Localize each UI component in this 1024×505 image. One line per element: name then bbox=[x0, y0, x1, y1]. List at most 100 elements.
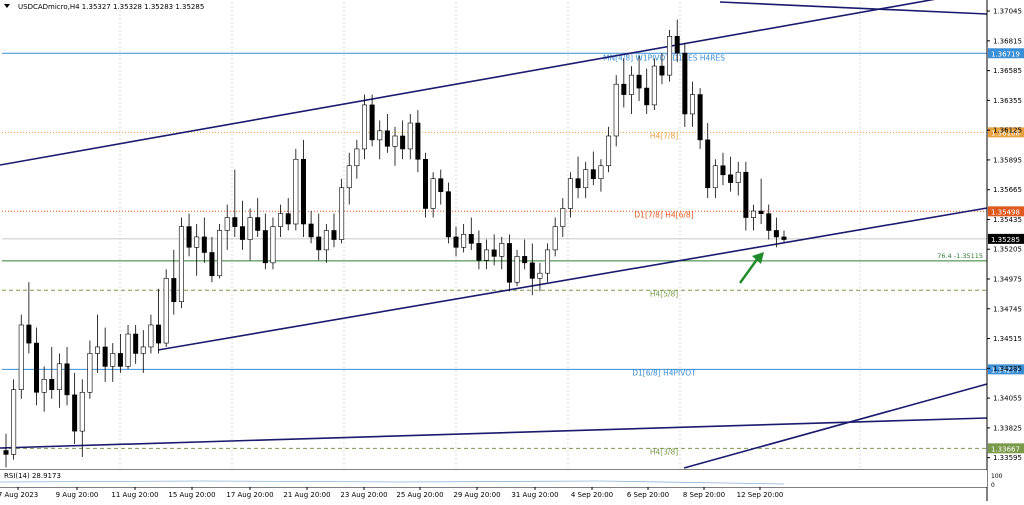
time-tick-label: 12 Sep 20:00 bbox=[737, 491, 784, 499]
time-tick-label: 21 Aug 20:00 bbox=[283, 491, 330, 499]
candle-body bbox=[148, 324, 154, 348]
candle-body bbox=[270, 226, 276, 264]
candle-body bbox=[468, 234, 474, 244]
candle-body bbox=[506, 243, 512, 283]
candle-body bbox=[72, 394, 78, 432]
price-label-text: 1.36108 bbox=[991, 129, 1020, 137]
candle-body bbox=[133, 333, 139, 354]
candle-body bbox=[514, 256, 520, 283]
candle-body bbox=[590, 169, 596, 179]
time-tick-label: 31 Aug 20:00 bbox=[511, 491, 558, 499]
candle-body bbox=[300, 158, 306, 225]
candle-body bbox=[560, 208, 566, 227]
candle-body bbox=[697, 94, 703, 141]
rsi-label: RSI(14) 28.9173 bbox=[4, 472, 61, 480]
time-tick-label: 25 Aug 20:00 bbox=[396, 491, 443, 499]
candle-body bbox=[354, 148, 360, 167]
candle-body bbox=[102, 346, 108, 367]
horizontal-levels: MN[4/8] W1PIVOT D1RES H4RES 1.36719 H4[7/8… bbox=[2, 48, 1024, 456]
level-text: H4[7/8] bbox=[650, 131, 678, 140]
level-text: H4[3/8] bbox=[650, 447, 678, 456]
candle-body bbox=[438, 178, 444, 192]
candle-body bbox=[201, 236, 207, 253]
candle-body bbox=[247, 217, 253, 240]
candle-body bbox=[545, 249, 551, 274]
candle-body bbox=[95, 346, 101, 354]
menu-dropdown-icon[interactable] bbox=[4, 4, 10, 8]
price-label-text: 1.35498 bbox=[991, 208, 1020, 216]
time-tick-label: 4 Sep 20:00 bbox=[571, 491, 613, 499]
price-tick-label: 1.37045 bbox=[993, 8, 1022, 16]
candle-body bbox=[178, 226, 184, 302]
price-tick-label: 1.35435 bbox=[993, 216, 1022, 224]
candle-body bbox=[682, 52, 688, 115]
rsi-line bbox=[0, 480, 785, 485]
candle-body bbox=[606, 135, 612, 167]
candle-body bbox=[117, 353, 123, 367]
price-tick-label: 1.36355 bbox=[993, 97, 1022, 105]
candles bbox=[3, 19, 787, 468]
candle-body bbox=[750, 210, 756, 218]
price-label-text: 1.36719 bbox=[991, 50, 1020, 58]
time-tick-label: 7 Aug 2023 bbox=[0, 491, 38, 499]
candle-body bbox=[41, 379, 47, 393]
candle-body bbox=[56, 363, 62, 390]
candle-body bbox=[773, 230, 779, 238]
price-tick-label: 1.34285 bbox=[993, 365, 1022, 373]
candle-body bbox=[766, 213, 772, 231]
price-tick-label: 1.36585 bbox=[993, 67, 1022, 75]
candle-body bbox=[644, 87, 650, 106]
candle-body bbox=[735, 171, 741, 183]
price-label-box bbox=[988, 127, 1024, 138]
rsi-panel-bg bbox=[0, 470, 987, 487]
candle-body bbox=[567, 178, 573, 209]
price-tick-label: 1.36815 bbox=[993, 37, 1022, 45]
candle-body bbox=[262, 230, 268, 264]
candle-body bbox=[499, 243, 505, 257]
candle-body bbox=[628, 74, 634, 95]
candle-body bbox=[26, 324, 32, 344]
price-label-text: 1.34277 bbox=[991, 366, 1020, 374]
time-tick-label: 17 Aug 20:00 bbox=[226, 491, 273, 499]
trendline bbox=[0, 417, 988, 449]
candle-body bbox=[598, 165, 604, 179]
candle-body bbox=[171, 278, 177, 302]
candle-body bbox=[232, 217, 238, 227]
candle-body bbox=[34, 342, 40, 393]
candle-body bbox=[484, 249, 490, 261]
price-tick-label: 1.35205 bbox=[993, 246, 1022, 254]
time-tick-label: 8 Sep 20:00 bbox=[683, 491, 725, 499]
price-label-box bbox=[988, 364, 1024, 375]
candle-body bbox=[705, 139, 711, 189]
candle-body bbox=[194, 236, 200, 248]
price-tick-label: 1.35895 bbox=[993, 156, 1022, 164]
candle-body bbox=[316, 236, 322, 251]
candle-body bbox=[163, 278, 169, 344]
candle-body bbox=[224, 217, 230, 231]
time-tick-label: 6 Sep 20:00 bbox=[627, 491, 669, 499]
candle-body bbox=[712, 165, 718, 189]
price-tick-label: 1.34745 bbox=[993, 305, 1022, 313]
candle-body bbox=[369, 104, 375, 141]
candle-body bbox=[613, 83, 619, 137]
candle-body bbox=[743, 171, 749, 218]
level-text: D1[7/8] H4[6/8] bbox=[634, 210, 693, 219]
candle-body bbox=[361, 104, 367, 150]
candle-body bbox=[445, 191, 451, 238]
candle-body bbox=[64, 363, 70, 396]
candle-body bbox=[110, 353, 116, 367]
candle-body bbox=[667, 36, 673, 76]
candle-body bbox=[537, 272, 543, 279]
current-price-box bbox=[988, 233, 1024, 244]
arrow-up-icon bbox=[739, 257, 759, 284]
rsi-scale-bottom: 0 bbox=[991, 482, 995, 489]
trendline bbox=[683, 383, 988, 469]
price-label-box bbox=[988, 443, 1024, 454]
candle-body bbox=[339, 187, 345, 240]
candle-body bbox=[392, 135, 398, 147]
current-price-label: 1.35285 bbox=[991, 236, 1020, 244]
price-tick-label: 1.34055 bbox=[993, 395, 1022, 403]
candle-body bbox=[636, 74, 642, 89]
